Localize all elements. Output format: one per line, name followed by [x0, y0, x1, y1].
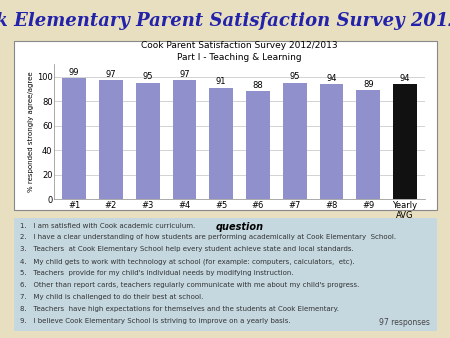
- Text: 8.   Teachers  have high expectations for themselves and the students at Cook El: 8. Teachers have high expectations for t…: [20, 306, 339, 312]
- Bar: [393, 84, 417, 199]
- Text: 89: 89: [363, 80, 374, 89]
- Text: 94: 94: [326, 74, 337, 83]
- Bar: [62, 78, 86, 199]
- Bar: [283, 83, 307, 199]
- Text: 5.   Teachers  provide for my child's individual needs by modifying instruction.: 5. Teachers provide for my child's indiv…: [20, 270, 293, 276]
- Bar: [136, 83, 160, 199]
- Text: 95: 95: [289, 72, 300, 81]
- Text: 97: 97: [106, 70, 116, 79]
- Bar: [246, 91, 270, 199]
- Text: 7.   My child is challenged to do their best at school.: 7. My child is challenged to do their be…: [20, 294, 203, 300]
- Bar: [320, 84, 343, 199]
- Text: 4.   My child gets to work with technology at school (for example: computers, ca: 4. My child gets to work with technology…: [20, 258, 355, 265]
- Text: 6.   Other than report cards, teachers regularly communicate with me about my ch: 6. Other than report cards, teachers reg…: [20, 282, 359, 288]
- Text: 95: 95: [143, 72, 153, 81]
- Text: 99: 99: [69, 68, 80, 76]
- Text: 91: 91: [216, 77, 226, 86]
- Title: Cook Parent Satisfaction Survey 2012/2013
Part I - Teaching & Learning: Cook Parent Satisfaction Survey 2012/201…: [141, 41, 338, 62]
- Bar: [172, 80, 197, 199]
- X-axis label: question: question: [216, 222, 264, 232]
- Y-axis label: % responded strongly agree/agree: % responded strongly agree/agree: [28, 72, 34, 192]
- Text: Cook Elementary Parent Satisfaction Survey 2012/13: Cook Elementary Parent Satisfaction Surv…: [0, 12, 450, 30]
- Text: 9.   I believe Cook Elementary School is striving to improve on a yearly basis.: 9. I believe Cook Elementary School is s…: [20, 318, 291, 324]
- Text: 2.   I have a clear understanding of how students are performing academically at: 2. I have a clear understanding of how s…: [20, 235, 396, 240]
- Bar: [356, 90, 380, 199]
- Text: 97: 97: [179, 70, 190, 79]
- Text: 3.   Teachers  at Cook Elementary School help every student achieve state and lo: 3. Teachers at Cook Elementary School he…: [20, 246, 354, 252]
- Text: 94: 94: [400, 74, 410, 83]
- Bar: [99, 80, 123, 199]
- Text: 1.   I am satisfied with Cook academic curriculum.: 1. I am satisfied with Cook academic cur…: [20, 222, 195, 228]
- Text: 97 responses: 97 responses: [379, 318, 430, 327]
- Bar: [209, 88, 233, 199]
- Text: 88: 88: [252, 81, 263, 90]
